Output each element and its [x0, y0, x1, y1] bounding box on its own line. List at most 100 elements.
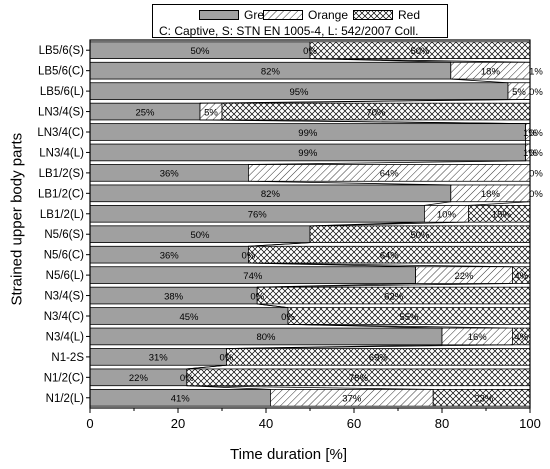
- data-label-green: 80%: [256, 332, 276, 343]
- y-tick-label: N1/2(L): [46, 393, 85, 405]
- data-label-orange: 5%: [512, 87, 526, 98]
- x-tick-label: 0: [86, 416, 93, 431]
- connector-line: [186, 364, 227, 370]
- data-label-green: 99%: [298, 148, 318, 159]
- y-tick-label: N5/6(L): [46, 270, 85, 282]
- connector-line: [221, 99, 531, 104]
- legend-note: C: Captive, S: STN EN 1005-4, L: 542/200…: [159, 24, 419, 38]
- connector-line: [248, 160, 526, 165]
- connector-line: [309, 58, 531, 63]
- data-label-orange: 0%: [220, 353, 234, 364]
- y-tick-label: N1-2S: [51, 352, 84, 364]
- data-label-green: 74%: [243, 271, 263, 282]
- connector-line: [424, 201, 451, 206]
- data-label-red: 70%: [366, 107, 386, 118]
- y-tick-label: LB5/6(L): [40, 86, 84, 98]
- y-tick-label: LN3/4(S): [38, 107, 84, 119]
- y-tick-label: LB5/6(C): [38, 66, 84, 78]
- y-axis-title: Strained upper body parts: [8, 132, 26, 306]
- y-tick-label: LB1/2(C): [38, 188, 84, 200]
- data-label-green: 82%: [261, 66, 281, 77]
- data-label-red: 69%: [369, 353, 389, 364]
- connector-line: [221, 119, 531, 125]
- x-tick-label: 100: [519, 416, 541, 431]
- y-tick-label: LN3/4(L): [39, 147, 84, 159]
- legend-item-red: Red: [353, 8, 420, 22]
- data-label-green: 50%: [190, 230, 210, 241]
- connector-line: [248, 180, 451, 186]
- data-label-red: 50%: [410, 46, 430, 57]
- data-label-red: 50%: [410, 230, 430, 241]
- data-label-red: 78%: [349, 373, 369, 384]
- legend-swatch-orange: [263, 10, 303, 20]
- y-tick-label: N3/4(C): [44, 311, 84, 323]
- data-label-orange: 0%: [303, 46, 317, 57]
- x-tick-label: 40: [259, 416, 273, 431]
- connector-line: [287, 323, 513, 329]
- connector-line: [226, 344, 513, 349]
- data-label-red: 0%: [529, 87, 543, 98]
- data-label-red: 15%: [492, 210, 512, 221]
- data-label-red: 0%: [529, 148, 543, 159]
- connector-line: [248, 262, 513, 268]
- data-label-orange: 0%: [281, 312, 295, 323]
- legend-item-orange: Orange: [263, 8, 348, 22]
- y-tick-label: LB5/6(S): [39, 45, 85, 57]
- data-label-green: 41%: [171, 394, 191, 405]
- x-tick-label: 60: [347, 416, 361, 431]
- data-label-green: 36%: [160, 169, 180, 180]
- y-tick-label: N5/6(S): [44, 229, 84, 241]
- data-label-red: 62%: [384, 291, 404, 302]
- connector-line: [186, 385, 271, 390]
- data-label-green: 36%: [160, 250, 180, 261]
- connector-line: [186, 385, 434, 390]
- data-label-orange: 18%: [481, 66, 501, 77]
- data-label-red: 0%: [529, 128, 543, 139]
- data-label-green: 95%: [289, 87, 309, 98]
- data-label-orange: 22%: [454, 271, 474, 282]
- connector-line: [450, 78, 509, 84]
- x-tick-label: 20: [171, 416, 185, 431]
- data-label-orange: 5%: [204, 107, 218, 118]
- data-label-green: 99%: [298, 128, 318, 139]
- data-label-orange: 37%: [342, 394, 362, 405]
- y-tick-label: N5/6(C): [44, 250, 84, 262]
- y-tick-label: LN3/4(C): [37, 127, 84, 139]
- y-tick-label: N3/4(S): [44, 291, 84, 303]
- data-label-orange: 0%: [180, 373, 194, 384]
- data-label-red: 4%: [514, 332, 528, 343]
- data-label-green: 25%: [135, 107, 155, 118]
- connector-line: [248, 242, 311, 247]
- data-label-green: 22%: [129, 373, 149, 384]
- connector-line: [257, 283, 513, 288]
- legend-label-red: Red: [398, 8, 421, 22]
- y-tick-label: N1/2(C): [44, 372, 84, 384]
- data-label-red: 55%: [399, 312, 419, 323]
- legend-swatch-red: [353, 10, 393, 20]
- legend: Green Orange Red C: Captive, S: STN EN 1…: [152, 4, 448, 38]
- connector-line: [468, 201, 531, 206]
- data-label-orange: 18%: [481, 189, 501, 200]
- data-label-orange: 0%: [242, 250, 256, 261]
- y-tick-label: LB1/2(S): [39, 168, 85, 180]
- data-label-orange: 10%: [437, 210, 457, 221]
- data-label-red: 0%: [529, 169, 543, 180]
- legend-label-orange: Orange: [308, 8, 349, 22]
- y-tick-label: LB1/2(L): [40, 209, 84, 221]
- data-label-green: 38%: [164, 291, 184, 302]
- data-label-red: 1%: [529, 66, 543, 77]
- data-label-red: 64%: [380, 250, 400, 261]
- connector-line: [257, 303, 289, 309]
- connector-line: [309, 221, 469, 227]
- data-label-red: 4%: [514, 271, 528, 282]
- data-label-red: 23%: [474, 394, 494, 405]
- data-label-green: 45%: [179, 312, 199, 323]
- x-axis-title: Time duration [%]: [230, 446, 347, 463]
- data-label-green: 31%: [149, 353, 169, 364]
- data-label-green: 82%: [261, 189, 281, 200]
- data-label-green: 76%: [248, 210, 268, 221]
- x-tick-label: 80: [435, 416, 449, 431]
- y-tick-label: N3/4(L): [46, 331, 85, 343]
- data-label-green: 50%: [190, 46, 210, 57]
